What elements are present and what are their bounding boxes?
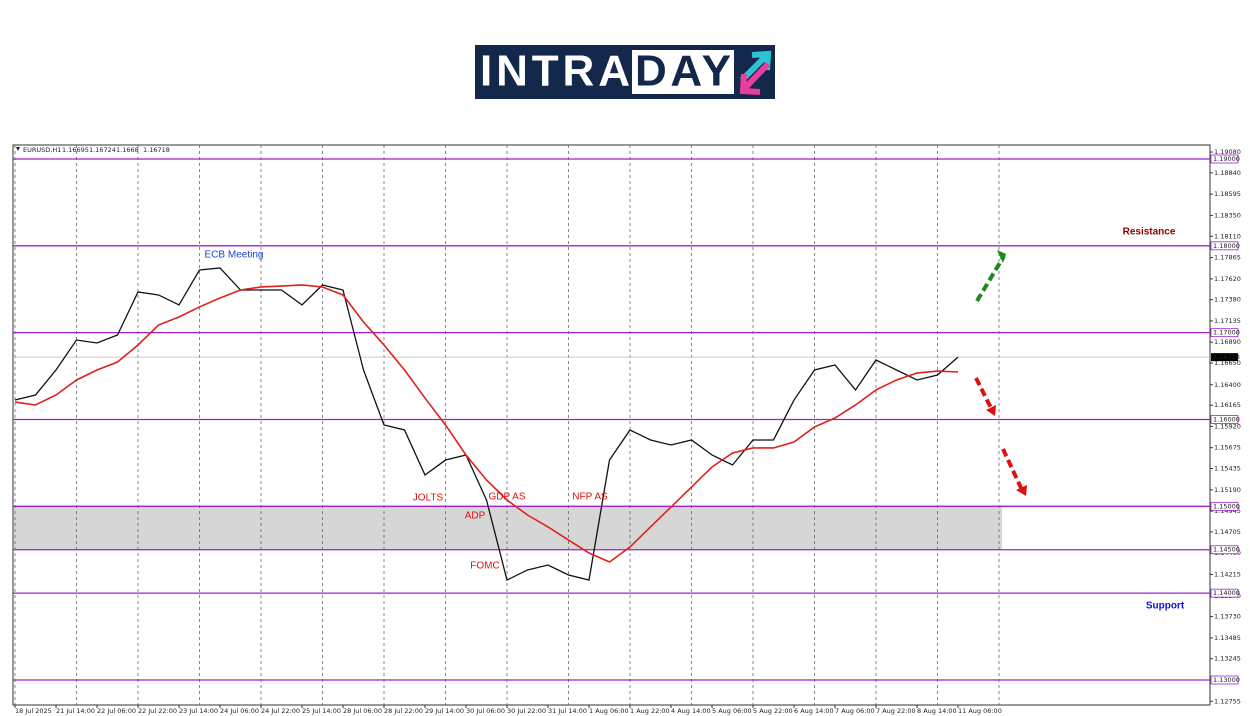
x-tick-label: 7 Aug 06:00 [835,707,875,715]
y-tick-label: 1.16400 [1214,381,1241,389]
annotation: Support [1146,601,1185,612]
y-tick-label: 1.17865 [1214,254,1241,262]
x-tick-label: 30 Jul 06:00 [466,707,505,715]
x-tick-label: 31 Jul 14:00 [548,707,587,715]
x-tick-label: 29 Jul 14:00 [425,707,464,715]
y-tick-label: 1.16165 [1214,401,1241,409]
x-tick-label: 23 Jul 14:00 [179,707,218,715]
x-tick-label: 1 Aug 22:00 [630,707,670,715]
level-label: 1.14000 [1213,589,1240,597]
ohlc-readout: 1.16695 1.16724 1.1668 1.16718 [62,146,170,154]
y-tick-label: 1.15675 [1214,444,1241,452]
arrow-head [986,405,996,416]
x-tick-label: 7 Aug 22:00 [876,707,916,715]
price-series [14,284,959,563]
price-label-box [1211,353,1238,362]
annotation: ADP [465,511,486,522]
logo-arrow [739,61,771,95]
x-tick-label: 24 Jul 22:00 [261,707,300,715]
x-tick-label: 28 Jul 06:00 [343,707,382,715]
annotation: JOLTS [413,493,444,504]
x-tick-label: 5 Aug 06:00 [712,707,752,715]
annotation: FOMC [470,561,499,572]
arrow-head [1016,485,1027,496]
y-tick-label: 1.13245 [1214,655,1241,663]
annotation: NFP AS [572,492,608,503]
annotation: ECB Meeting [205,250,264,261]
x-tick-label: 28 Jul 22:00 [384,707,423,715]
y-tick-label: 1.12755 [1214,697,1241,705]
y-tick-label: 1.16650 [1214,359,1241,367]
level-label-box [1210,545,1239,555]
y-tick-label: 1.16890 [1214,338,1241,346]
logo: INTRA DAY [475,45,775,99]
level-label: 1.18000 [1213,242,1240,250]
y-tick-label: 1.14945 [1214,507,1241,515]
level-label: 1.16000 [1213,415,1240,423]
level-label-box [1210,675,1239,685]
level-label-box [1210,501,1239,511]
level-label-box [1210,328,1239,338]
y-tick-label: 1.18840 [1214,169,1241,177]
y-tick-label: 1.14705 [1214,528,1241,536]
y-tick-label: 1.15920 [1214,422,1241,430]
symbol: EURUSD,H1 [23,146,61,154]
level-label-box [1210,588,1239,598]
level-label: 1.14500 [1213,546,1240,554]
plot-frame [12,144,1211,706]
x-tick-label: 11 Aug 06:00 [958,707,1002,715]
price-series [14,267,959,581]
y-tick-label: 1.13485 [1214,634,1241,642]
x-tick-label: 6 Aug 14:00 [794,707,834,715]
menu-icon [16,147,20,151]
arrow-down [1001,448,1024,491]
arrow-down [974,377,994,411]
level-label-box [1210,241,1239,251]
annotation: Resistance [1123,227,1176,238]
y-tick-label: 1.15190 [1214,486,1241,494]
x-tick-label: 8 Aug 14:00 [917,707,957,715]
arrow-head [997,250,1006,263]
logo-text: INTRA [480,47,630,96]
x-tick-label: 5 Aug 22:00 [753,707,793,715]
y-tick-label: 1.18110 [1214,232,1241,240]
ohlc-value: 1.16718 [143,146,170,154]
zone [14,506,1002,550]
arrow-up [975,254,1006,303]
level-label-box [1210,415,1239,424]
y-tick-label: 1.18595 [1214,190,1241,198]
annotation: GDP AS [488,492,525,503]
logo-text: DAY [635,47,731,96]
y-tick-label: 1.19080 [1214,148,1241,156]
x-tick-label: 18 Jul 2025 [15,707,52,715]
level-label: 1.15000 [1213,502,1240,510]
x-tick-label: 30 Jul 22:00 [507,707,546,715]
y-tick-label: 1.17380 [1214,296,1241,304]
ohlc-value: 1.16695 [62,146,89,154]
y-tick-label: 1.15435 [1214,465,1241,473]
x-tick-label: 21 Jul 14:00 [56,707,95,715]
x-tick-label: 1 Aug 06:00 [589,707,629,715]
ohlc-value: 1.16724 [89,146,116,154]
y-tick-label: 1.18350 [1214,211,1241,219]
x-tick-label: 4 Aug 14:00 [671,707,711,715]
y-tick-label: 1.13730 [1214,613,1241,621]
level-label: 1.17000 [1213,329,1240,337]
x-tick-label: 25 Jul 14:00 [302,707,341,715]
x-tick-label: 22 Jul 22:00 [138,707,177,715]
logo-inner [632,50,734,94]
level-label: 1.13000 [1213,676,1240,684]
y-tick-label: 1.17135 [1214,317,1241,325]
ohlc-value: 1.1668 [116,146,139,154]
x-tick-label: 24 Jul 06:00 [220,707,259,715]
level-label-box [1210,154,1239,164]
y-tick-label: 1.14215 [1214,570,1241,578]
price-label: 1.16718 [1213,353,1240,361]
y-tick-label: 1.17620 [1214,275,1241,283]
level-label: 1.19000 [1213,155,1240,163]
x-tick-label: 22 Jul 06:00 [97,707,136,715]
